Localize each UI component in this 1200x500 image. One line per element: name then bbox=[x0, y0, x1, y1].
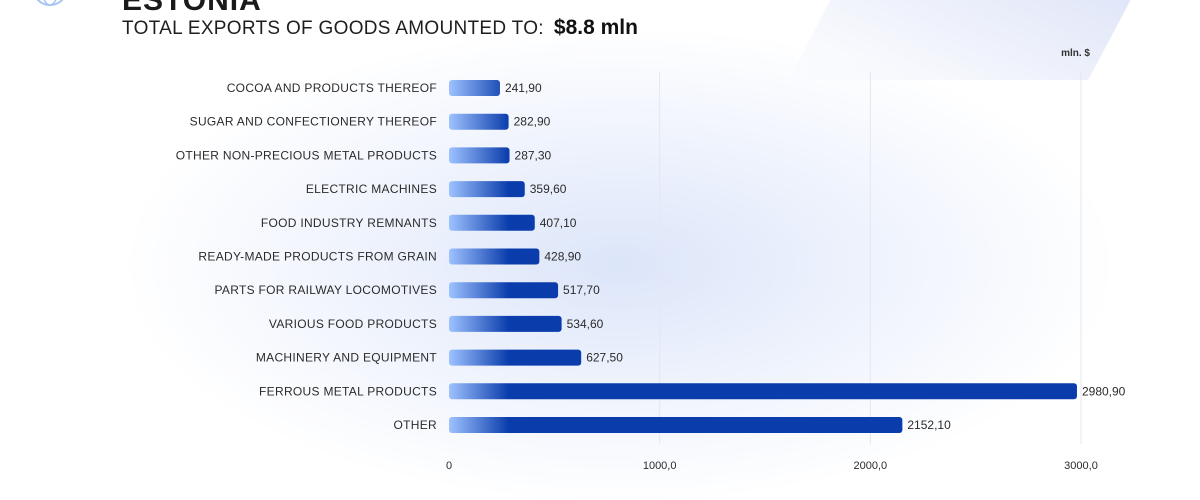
total-exports-label: TOTAL EXPORTS OF GOODS AMOUNTED TO: bbox=[122, 18, 544, 39]
value-label: 282,90 bbox=[514, 115, 551, 129]
bar bbox=[449, 248, 540, 265]
category-label: OTHER bbox=[394, 418, 438, 432]
value-label: 627,50 bbox=[586, 351, 623, 365]
x-tick-label: 0 bbox=[446, 460, 452, 472]
category-label: MACHINERY AND EQUIPMENT bbox=[256, 351, 438, 365]
category-label: FOOD INDUSTRY REMNANTS bbox=[261, 216, 437, 230]
x-tick-label: 1000,0 bbox=[643, 460, 677, 472]
bar bbox=[449, 282, 559, 299]
bar-chart: 0 1000,0 2000,0 3000,0 COCOA AND PRODUCTS TH… bbox=[176, 72, 1126, 472]
value-label: 517,70 bbox=[563, 283, 600, 297]
x-tick-label: 3000,0 bbox=[1064, 460, 1098, 472]
country-title: ESTONIA bbox=[122, 0, 262, 17]
bar bbox=[449, 383, 1077, 400]
value-label: 534,60 bbox=[567, 317, 604, 331]
value-label: 2152,10 bbox=[907, 418, 951, 432]
category-label: OTHER NON-PRECIOUS METAL PRODUCTS bbox=[176, 148, 437, 162]
bar bbox=[449, 181, 525, 198]
total-exports-value: $8.8 mln bbox=[553, 16, 638, 39]
bar bbox=[449, 80, 500, 96]
x-tick-label: 2000,0 bbox=[854, 460, 888, 472]
value-label: 407,10 bbox=[540, 216, 577, 230]
bar bbox=[449, 147, 510, 164]
category-label: PARTS FOR RAILWAY LOCOMOTIVES bbox=[214, 283, 437, 297]
value-label: 2980,90 bbox=[1082, 384, 1126, 398]
bar bbox=[449, 315, 562, 332]
value-label: 241,90 bbox=[505, 81, 542, 95]
bar bbox=[449, 214, 535, 231]
bar bbox=[449, 349, 582, 366]
bar bbox=[449, 417, 903, 433]
value-label: 287,30 bbox=[515, 148, 552, 162]
value-label: 428,90 bbox=[544, 250, 581, 264]
globe-logo-icon bbox=[36, 0, 64, 6]
category-label: VARIOUS FOOD PRODUCTS bbox=[269, 317, 437, 331]
unit-label: mln. $ bbox=[1061, 48, 1090, 59]
header: TOTAL EXPORTS OF GOODS AMOUNTED TO: $8.8… bbox=[122, 16, 638, 44]
category-label: READY-MADE PRODUCTS FROM GRAIN bbox=[198, 250, 437, 264]
category-label: COCOA AND PRODUCTS THEREOF bbox=[227, 81, 437, 95]
category-label: ELECTRIC MACHINES bbox=[306, 182, 437, 196]
category-label: SUGAR AND CONFECTIONERY THEREOF bbox=[190, 115, 437, 129]
value-label: 359,60 bbox=[530, 182, 567, 196]
category-label: FERROUS METAL PRODUCTS bbox=[259, 384, 437, 398]
bar bbox=[449, 113, 509, 130]
